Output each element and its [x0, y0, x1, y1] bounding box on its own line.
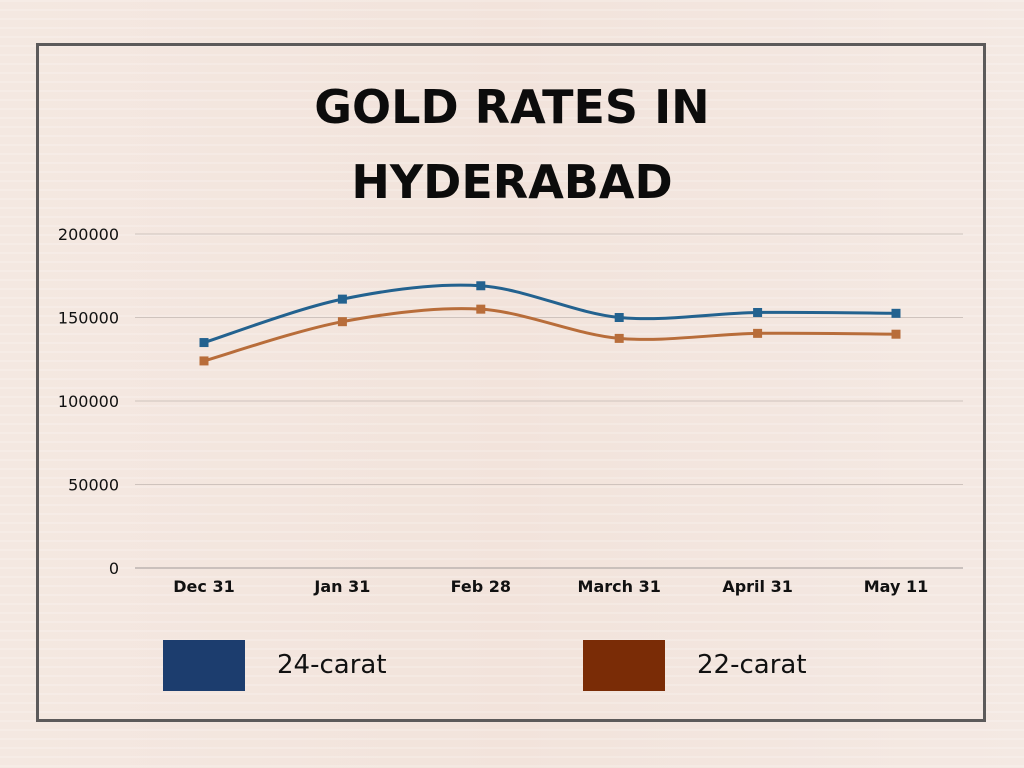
x-tick-label: Dec 31	[173, 577, 234, 596]
data-point-24-carat	[476, 281, 486, 291]
data-point-22-carat	[891, 329, 901, 339]
y-tick-label: 50000	[68, 476, 119, 495]
chart-title-line-1: GOLD RATES IN	[314, 80, 710, 134]
data-point-22-carat	[199, 356, 209, 366]
chart-title-line-2: HYDERABAD	[351, 155, 673, 209]
y-tick-label: 0	[109, 559, 119, 578]
legend-label-22-carat: 22-carat	[697, 650, 807, 680]
y-tick-label: 100000	[58, 392, 119, 411]
chart-frame	[36, 43, 986, 722]
x-tick-label: March 31	[578, 577, 661, 596]
x-tick-label: Feb 28	[451, 577, 511, 596]
data-point-22-carat	[337, 317, 347, 327]
y-tick-label: 150000	[58, 309, 119, 328]
data-point-22-carat	[614, 333, 624, 343]
y-tick-label: 200000	[58, 225, 119, 244]
series-line-24-carat	[203, 283, 897, 344]
data-point-22-carat	[753, 328, 763, 338]
x-tick-label: May 11	[864, 577, 929, 596]
x-tick-label: Jan 31	[313, 577, 370, 596]
x-tick-label: April 31	[722, 577, 793, 596]
data-point-24-carat	[614, 313, 624, 322]
data-point-24-carat	[199, 338, 209, 348]
data-point-24-carat	[753, 307, 763, 317]
legend-swatch-22-carat	[583, 640, 665, 691]
data-point-22-carat	[476, 304, 486, 314]
legend-label-24-carat: 24-carat	[277, 650, 387, 680]
data-point-24-carat	[891, 308, 901, 318]
legend-swatch-24-carat	[163, 640, 245, 691]
data-point-24-carat	[337, 294, 347, 304]
series-line-22-carat	[203, 307, 897, 363]
